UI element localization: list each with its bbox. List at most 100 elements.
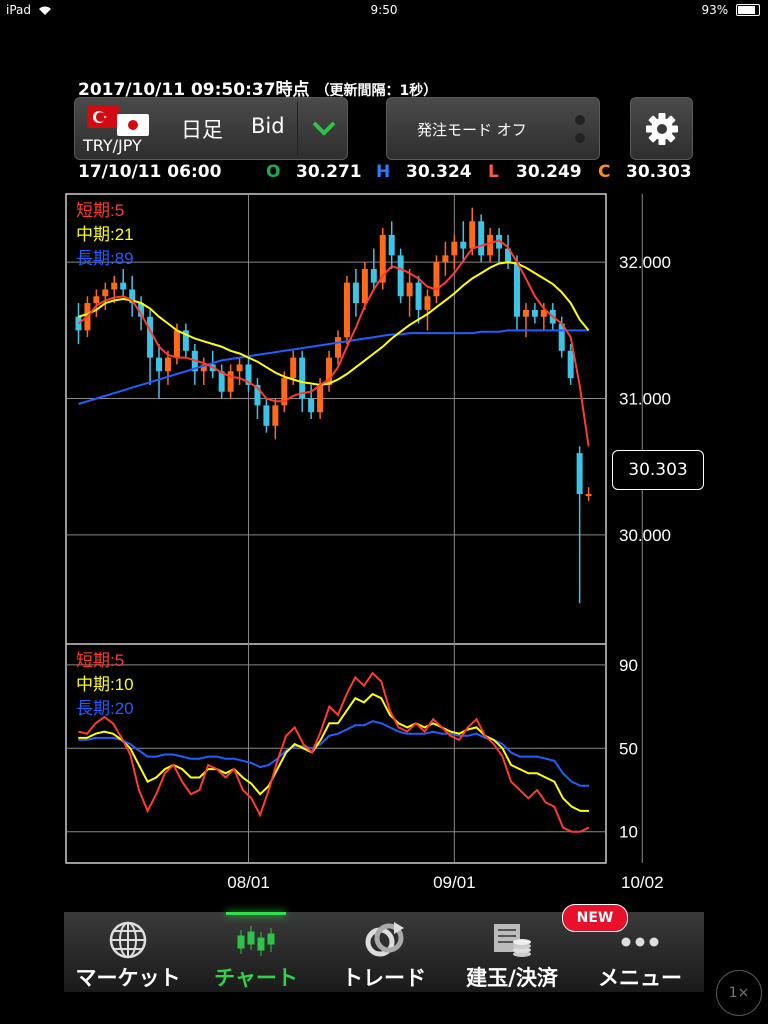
currency-pair-label: TRY/JPY	[83, 136, 142, 155]
candle-body	[352, 282, 359, 304]
chart-frame	[65, 193, 607, 864]
status-time: 9:50	[370, 3, 398, 17]
sma-long-line	[78, 329, 589, 405]
oscillator-tick-label: 10	[619, 823, 638, 842]
candle-body	[308, 398, 315, 413]
candle-body	[236, 364, 243, 372]
high-label: H	[376, 162, 391, 182]
tab-trade[interactable]: トレード	[320, 912, 448, 992]
settings-button[interactable]	[630, 97, 693, 160]
tab-chart-label: チャート	[214, 966, 298, 990]
currency-pair-selector[interactable]: TRY/JPY 日足 Bid	[74, 97, 348, 160]
high-value: 30.324	[406, 162, 472, 182]
gear-icon	[646, 113, 678, 145]
divider	[297, 102, 298, 156]
timestamp-text: 2017/10/11 09:50:37時点	[78, 80, 310, 100]
globe-icon	[109, 921, 147, 959]
tab-positions[interactable]: 建玉/決済	[448, 912, 576, 992]
time-tick-label: 08/01	[227, 873, 270, 892]
coins-icon	[494, 924, 531, 957]
oscillator-line	[78, 671, 590, 833]
candle-body	[147, 316, 154, 358]
candle-body	[379, 234, 386, 283]
ohlc-datetime: 17/10/11 06:00	[78, 162, 222, 182]
tab-market-label: マーケット	[75, 966, 181, 990]
oscillator-line	[78, 720, 589, 787]
battery-indicator: 93%	[701, 3, 760, 17]
candle-body	[299, 357, 306, 399]
candle-body	[281, 378, 288, 406]
currency-flags	[87, 104, 157, 136]
candle-body	[361, 269, 368, 304]
candle-body	[290, 357, 297, 379]
sma-short-line	[77, 239, 590, 447]
toggle-indicator-icon	[575, 133, 585, 143]
tab-chart[interactable]: チャート	[192, 912, 320, 992]
candle-body	[102, 289, 109, 297]
tab-trade-label: トレード	[342, 966, 426, 990]
candle-body	[138, 303, 145, 317]
candle-body	[218, 371, 225, 392]
candle-body	[487, 234, 494, 256]
candle-body	[156, 357, 163, 372]
candle-body	[335, 337, 341, 358]
chart-area[interactable]: 32.000 31.000 30.000 90 50 10 08/01 09/01 10/02 短…	[0, 0, 768, 912]
chevron-down-icon[interactable]	[309, 116, 339, 140]
ma-legend-label: 長期:89	[76, 249, 134, 268]
ma-legend-label: 短期:5	[76, 201, 124, 220]
candle-body	[460, 241, 467, 249]
candle-body	[513, 262, 520, 317]
time-tick-label: 09/01	[433, 873, 476, 892]
zoom-indicator[interactable]: 1×	[716, 970, 762, 1016]
period-label: 日足	[181, 118, 223, 142]
tab-menu[interactable]: メニュー	[576, 912, 704, 992]
candle-body	[200, 364, 207, 372]
candle-body	[406, 282, 413, 297]
candle-body	[567, 350, 574, 379]
candle-body	[120, 282, 127, 290]
candlestick-icon	[237, 926, 275, 956]
candle-body	[317, 384, 324, 413]
open-label: O	[266, 162, 281, 182]
dots-icon	[621, 937, 659, 947]
candle-body	[272, 405, 279, 426]
candle-body	[227, 371, 234, 392]
wifi-icon	[38, 6, 51, 15]
sma-mid-line	[78, 261, 590, 386]
candle-body	[576, 453, 583, 494]
candle-body	[522, 309, 529, 317]
price-tick-label: 32.000	[619, 253, 671, 272]
update-timestamp: 2017/10/11 09:50:37時点 （更新間隔：1秒）	[78, 75, 437, 100]
candle-body	[343, 282, 350, 338]
candle-body	[370, 269, 377, 283]
oscillator-legend-label: 中期:10	[76, 675, 134, 694]
price-tick-label: 30.000	[619, 526, 671, 545]
status-bar: iPad 9:50 93%	[0, 0, 768, 20]
candle-body	[496, 234, 503, 249]
oscillator-tick-label: 50	[619, 739, 638, 758]
tab-positions-label: 建玉/決済	[466, 966, 558, 990]
tab-menu-label: メニュー	[598, 966, 682, 990]
toggle-indicator-icon	[575, 115, 585, 125]
candle-body	[164, 357, 171, 372]
candle-body	[129, 289, 136, 304]
price-type-label: Bid	[251, 114, 285, 138]
oscillator-legend-label: 長期:20	[76, 699, 134, 718]
price-tick-label: 31.000	[619, 390, 671, 409]
candle-body	[433, 262, 440, 297]
candle-body	[75, 316, 82, 331]
battery-percent: 93%	[701, 3, 729, 17]
candle-body	[415, 282, 422, 310]
candle-body	[558, 323, 565, 351]
turkey-flag-icon	[87, 106, 119, 128]
candle-body	[478, 221, 485, 256]
tab-market[interactable]: マーケット	[64, 912, 192, 992]
oscillator-legend-label: 短期:5	[76, 651, 124, 670]
order-mode-toggle[interactable]: 発注モード オフ	[386, 97, 600, 160]
candle-body	[254, 384, 261, 406]
japan-flag-icon	[117, 114, 149, 136]
candle-body	[173, 330, 180, 358]
candle-body	[245, 364, 252, 385]
candle-body	[397, 255, 404, 297]
close-value: 30.303	[626, 162, 692, 182]
